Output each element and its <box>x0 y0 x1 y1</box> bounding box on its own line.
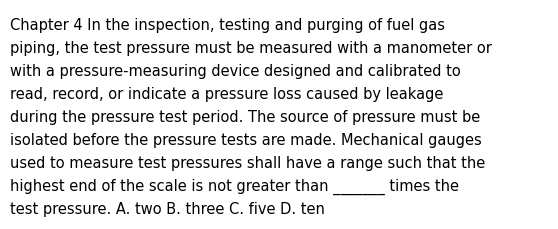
Text: with a pressure-measuring device designed and calibrated to: with a pressure-measuring device designe… <box>10 64 461 79</box>
Text: isolated before the pressure tests are made. Mechanical gauges: isolated before the pressure tests are m… <box>10 132 482 147</box>
Text: during the pressure test period. The source of pressure must be: during the pressure test period. The sou… <box>10 109 480 124</box>
Text: test pressure. A. two B. three C. five D. ten: test pressure. A. two B. three C. five D… <box>10 201 325 216</box>
Text: Chapter 4 In the inspection, testing and purging of fuel gas: Chapter 4 In the inspection, testing and… <box>10 18 445 33</box>
Text: read, record, or indicate a pressure loss caused by leakage: read, record, or indicate a pressure los… <box>10 87 444 101</box>
Text: highest end of the scale is not greater than _______ times the: highest end of the scale is not greater … <box>10 178 459 194</box>
Text: used to measure test pressures shall have a range such that the: used to measure test pressures shall hav… <box>10 155 485 170</box>
Text: piping, the test pressure must be measured with a manometer or: piping, the test pressure must be measur… <box>10 41 492 56</box>
